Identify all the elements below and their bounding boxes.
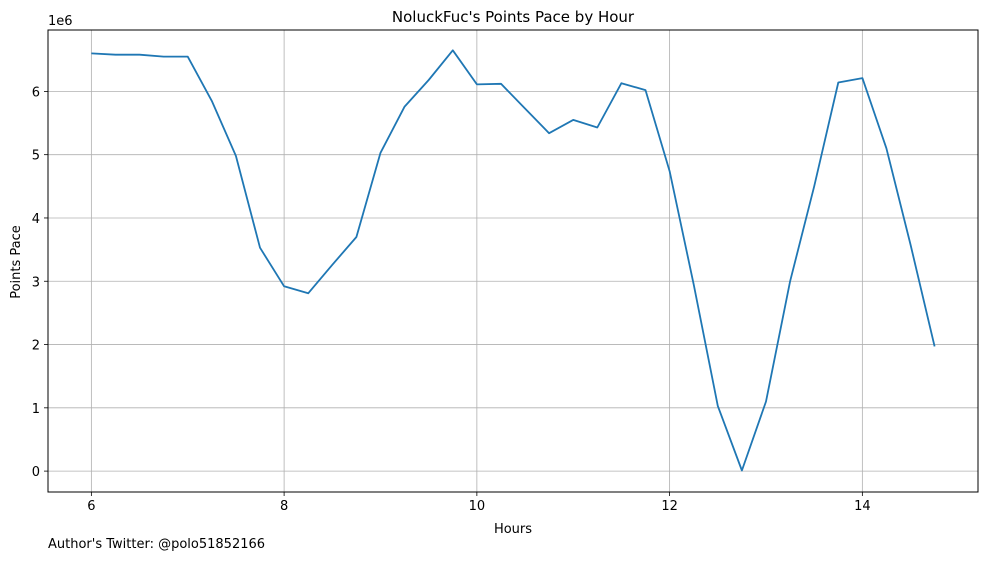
y-axis-offset-label: 1e6 xyxy=(48,14,73,29)
series-line xyxy=(91,49,936,472)
x-tick-label: 14 xyxy=(854,499,871,514)
y-tick-label: 5 xyxy=(32,149,40,164)
x-tick-label: 10 xyxy=(469,499,486,514)
x-tick-label: 6 xyxy=(87,499,95,514)
author-credit: Author's Twitter: @polo51852166 xyxy=(48,537,266,552)
series-group xyxy=(91,49,936,472)
y-tick-label: 3 xyxy=(32,275,40,290)
y-axis-label: Points Pace xyxy=(9,225,24,299)
y-tick-label: 2 xyxy=(32,339,40,354)
y-tick-label: 1 xyxy=(32,402,40,417)
x-tick-label: 8 xyxy=(280,499,288,514)
x-tick-label: 12 xyxy=(661,499,678,514)
y-tick-label: 4 xyxy=(32,212,40,227)
y-tick-label: 0 xyxy=(32,465,40,480)
plot-frame xyxy=(47,29,979,493)
grid-lines xyxy=(48,30,978,492)
y-tick-label: 6 xyxy=(32,85,40,100)
chart-title: NoluckFuc's Points Pace by Hour xyxy=(392,8,635,26)
x-axis-label: Hours xyxy=(494,522,532,537)
